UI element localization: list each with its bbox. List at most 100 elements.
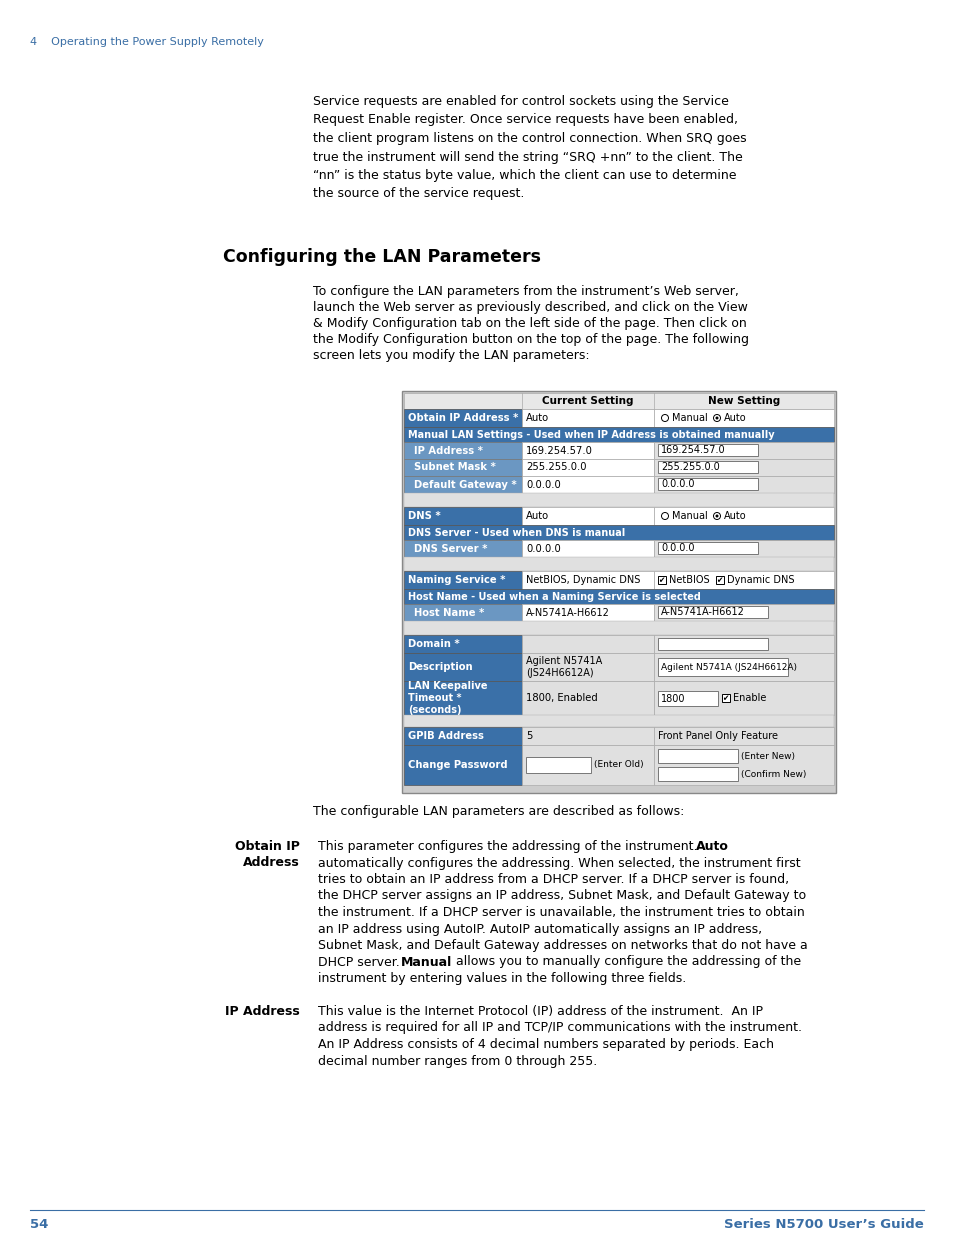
Text: DHCP server.: DHCP server.	[317, 956, 403, 968]
Text: Auto: Auto	[525, 412, 549, 424]
Bar	[658, 461, 758, 473]
Bar	[654, 442, 833, 459]
Bar	[403, 525, 833, 540]
Text: an IP address using AutoIP. AutoIP automatically assigns an IP address,: an IP address using AutoIP. AutoIP autom…	[317, 923, 761, 935]
Bar	[658, 638, 767, 650]
Text: DNS Server - Used when DNS is manual: DNS Server - Used when DNS is manual	[408, 527, 624, 537]
Text: & Modify Configuration tab on the left side of the page. Then click on: & Modify Configuration tab on the left s…	[313, 317, 746, 330]
Bar	[403, 715, 833, 727]
Text: Subnet Mask, and Default Gateway addresses on networks that do not have a: Subnet Mask, and Default Gateway address…	[317, 939, 807, 952]
Text: tries to obtain an IP address from a DHCP server. If a DHCP server is found,: tries to obtain an IP address from a DHC…	[317, 873, 788, 885]
Text: Host Name - Used when a Naming Service is selected: Host Name - Used when a Naming Service i…	[408, 592, 700, 601]
Bar	[403, 409, 521, 427]
Bar	[521, 508, 654, 525]
Bar	[654, 635, 833, 653]
Bar	[654, 540, 833, 557]
Bar	[654, 508, 833, 525]
Bar	[521, 571, 654, 589]
Bar	[654, 604, 833, 621]
Text: 169.254.57.0: 169.254.57.0	[525, 446, 592, 456]
Bar	[525, 757, 590, 773]
Text: IP Address *: IP Address *	[414, 446, 482, 456]
Text: Service requests are enabled for control sockets using the Service
Request Enabl: Service requests are enabled for control…	[313, 95, 746, 200]
Bar	[521, 653, 654, 680]
Bar	[654, 475, 833, 493]
Text: Change Password: Change Password	[408, 760, 507, 769]
Text: NetBIOS: NetBIOS	[668, 576, 709, 585]
Text: DNS *: DNS *	[408, 511, 440, 521]
Text: allows you to manually configure the addressing of the: allows you to manually configure the add…	[452, 956, 801, 968]
Text: Auto: Auto	[525, 511, 549, 521]
Text: IP Address: IP Address	[225, 1005, 299, 1018]
Text: 54: 54	[30, 1218, 49, 1230]
Text: address is required for all IP and TCP/IP communications with the instrument.: address is required for all IP and TCP/I…	[317, 1021, 801, 1035]
Text: (Enter New): (Enter New)	[740, 752, 794, 761]
Text: Agilent N5741A
(JS24H6612A): Agilent N5741A (JS24H6612A)	[525, 656, 601, 678]
Text: The configurable LAN parameters are described as follows:: The configurable LAN parameters are desc…	[313, 805, 683, 818]
Bar	[403, 653, 521, 680]
Bar	[658, 748, 738, 763]
Bar	[521, 409, 654, 427]
Text: Manual: Manual	[400, 956, 452, 968]
Bar	[403, 727, 521, 745]
Text: the Modify Configuration button on the top of the page. The following: the Modify Configuration button on the t…	[313, 333, 748, 346]
Text: DNS Server *: DNS Server *	[414, 543, 487, 553]
Bar	[403, 393, 833, 409]
Bar	[403, 680, 521, 715]
Text: Domain *: Domain *	[408, 638, 459, 650]
Bar	[403, 589, 833, 604]
Text: This parameter configures the addressing of the instrument.: This parameter configures the addressing…	[317, 840, 700, 853]
Text: 4    Operating the Power Supply Remotely: 4 Operating the Power Supply Remotely	[30, 37, 264, 47]
Bar	[658, 606, 767, 618]
Text: Manual: Manual	[671, 511, 707, 521]
Text: 255.255.0.0: 255.255.0.0	[525, 462, 586, 473]
Bar	[403, 493, 833, 508]
Text: GPIB Address: GPIB Address	[408, 731, 483, 741]
Text: Obtain IP: Obtain IP	[234, 840, 299, 853]
Bar	[654, 727, 833, 745]
Text: (Enter Old): (Enter Old)	[594, 761, 643, 769]
Bar	[521, 680, 654, 715]
Text: An IP Address consists of 4 decimal numbers separated by periods. Each: An IP Address consists of 4 decimal numb…	[317, 1037, 773, 1051]
Bar	[658, 692, 718, 706]
Text: Dynamic DNS: Dynamic DNS	[726, 576, 794, 585]
Text: Description: Description	[408, 662, 472, 672]
Text: Auto: Auto	[696, 840, 728, 853]
Text: Default Gateway *: Default Gateway *	[414, 479, 517, 489]
Text: A-N5741A-H6612: A-N5741A-H6612	[660, 606, 744, 618]
Text: 1800: 1800	[660, 694, 685, 704]
Text: screen lets you modify the LAN parameters:: screen lets you modify the LAN parameter…	[313, 350, 589, 362]
Circle shape	[715, 416, 718, 420]
Text: Front Panel Only Feature: Front Panel Only Feature	[658, 731, 778, 741]
Text: A-N5741A-H6612: A-N5741A-H6612	[525, 608, 609, 618]
Text: Host Name *: Host Name *	[414, 608, 484, 618]
Bar	[654, 680, 833, 715]
Text: 0.0.0.0: 0.0.0.0	[660, 479, 694, 489]
Bar	[521, 727, 654, 745]
Text: Agilent N5741A (JS24H6612A): Agilent N5741A (JS24H6612A)	[660, 662, 796, 672]
Text: New Setting: New Setting	[707, 396, 780, 406]
Text: Enable: Enable	[732, 693, 765, 703]
Text: LAN Keepalive
Timeout *
(seconds): LAN Keepalive Timeout * (seconds)	[408, 680, 487, 715]
Text: automatically configures the addressing. When selected, the instrument first: automatically configures the addressing.…	[317, 857, 800, 869]
Bar	[521, 540, 654, 557]
Text: ✔: ✔	[716, 576, 722, 584]
Text: Address: Address	[243, 856, 299, 869]
Bar	[403, 442, 521, 459]
Bar	[654, 653, 833, 680]
Bar	[658, 542, 758, 555]
Bar	[654, 459, 833, 475]
Bar	[658, 478, 758, 490]
Bar	[521, 745, 654, 785]
Text: 5: 5	[525, 731, 532, 741]
Text: instrument by entering values in the following three fields.: instrument by entering values in the fol…	[317, 972, 685, 986]
Bar	[654, 571, 833, 589]
Text: launch the Web server as previously described, and click on the View: launch the Web server as previously desc…	[313, 301, 747, 314]
Bar	[403, 604, 521, 621]
Text: (Confirm New): (Confirm New)	[740, 769, 805, 778]
Text: Auto: Auto	[723, 511, 746, 521]
Bar	[401, 391, 835, 793]
Text: Configuring the LAN Parameters: Configuring the LAN Parameters	[223, 248, 540, 266]
Text: ✔: ✔	[721, 694, 728, 703]
Bar	[521, 475, 654, 493]
